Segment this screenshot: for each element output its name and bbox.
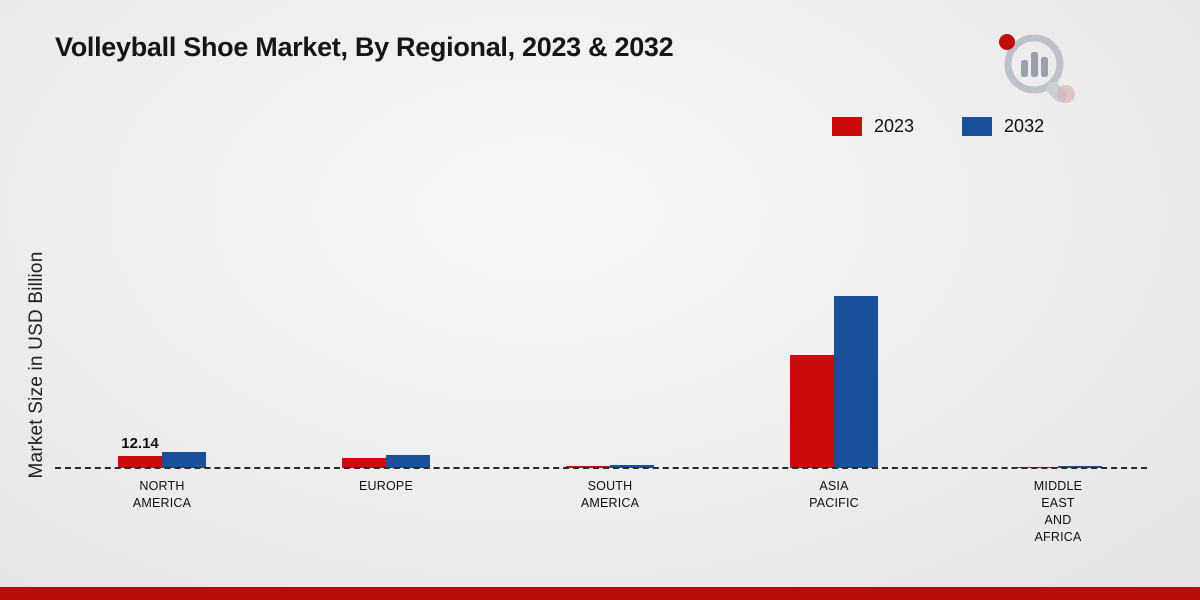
plot-area: NORTH AMERICA EUROPE SOUTH AMERICA ASIA PAC…	[50, 108, 1170, 544]
x-label-south-america: SOUTH AMERICA	[580, 479, 640, 510]
legend-label-2032: 2032	[1004, 116, 1045, 136]
bar-2023-north-america	[118, 455, 162, 468]
legend-swatch-2032	[962, 117, 993, 136]
legend-item-2023: 2023	[832, 116, 914, 137]
x-label-middle-east-and-africa: MIDDLE EAST AND AFRICA	[1033, 479, 1083, 544]
x-label-north-america: NORTH AMERICA	[132, 479, 192, 510]
legend-label-2023: 2023	[874, 116, 915, 136]
bar-2032-north-america	[162, 452, 206, 468]
footer-accent-bar	[0, 587, 1200, 600]
market-research-logo	[990, 30, 1085, 110]
bar-2032-south-america	[610, 464, 654, 468]
x-label-asia-pacific: ASIA PACIFIC	[809, 479, 859, 510]
bar-2023-europe	[342, 457, 386, 468]
legend: 2023 2032	[832, 116, 1044, 137]
legend-swatch-2023	[832, 117, 862, 136]
y-axis-label: Market Size in USD Billion	[26, 251, 47, 479]
magnifier-chart-icon	[999, 34, 1075, 103]
x-label-europe: EUROPE	[359, 479, 413, 493]
legend-item-2032: 2032	[962, 116, 1044, 137]
bar-2032-europe	[386, 454, 430, 468]
page-title: Volleyball Shoe Market, By Regional, 202…	[55, 32, 674, 62]
value-label-2023-north-america: 12.14	[121, 434, 159, 452]
bar-2023-asia-pacific	[790, 355, 834, 468]
zero-baseline	[55, 467, 1147, 469]
bar-2032-asia-pacific	[834, 296, 878, 468]
